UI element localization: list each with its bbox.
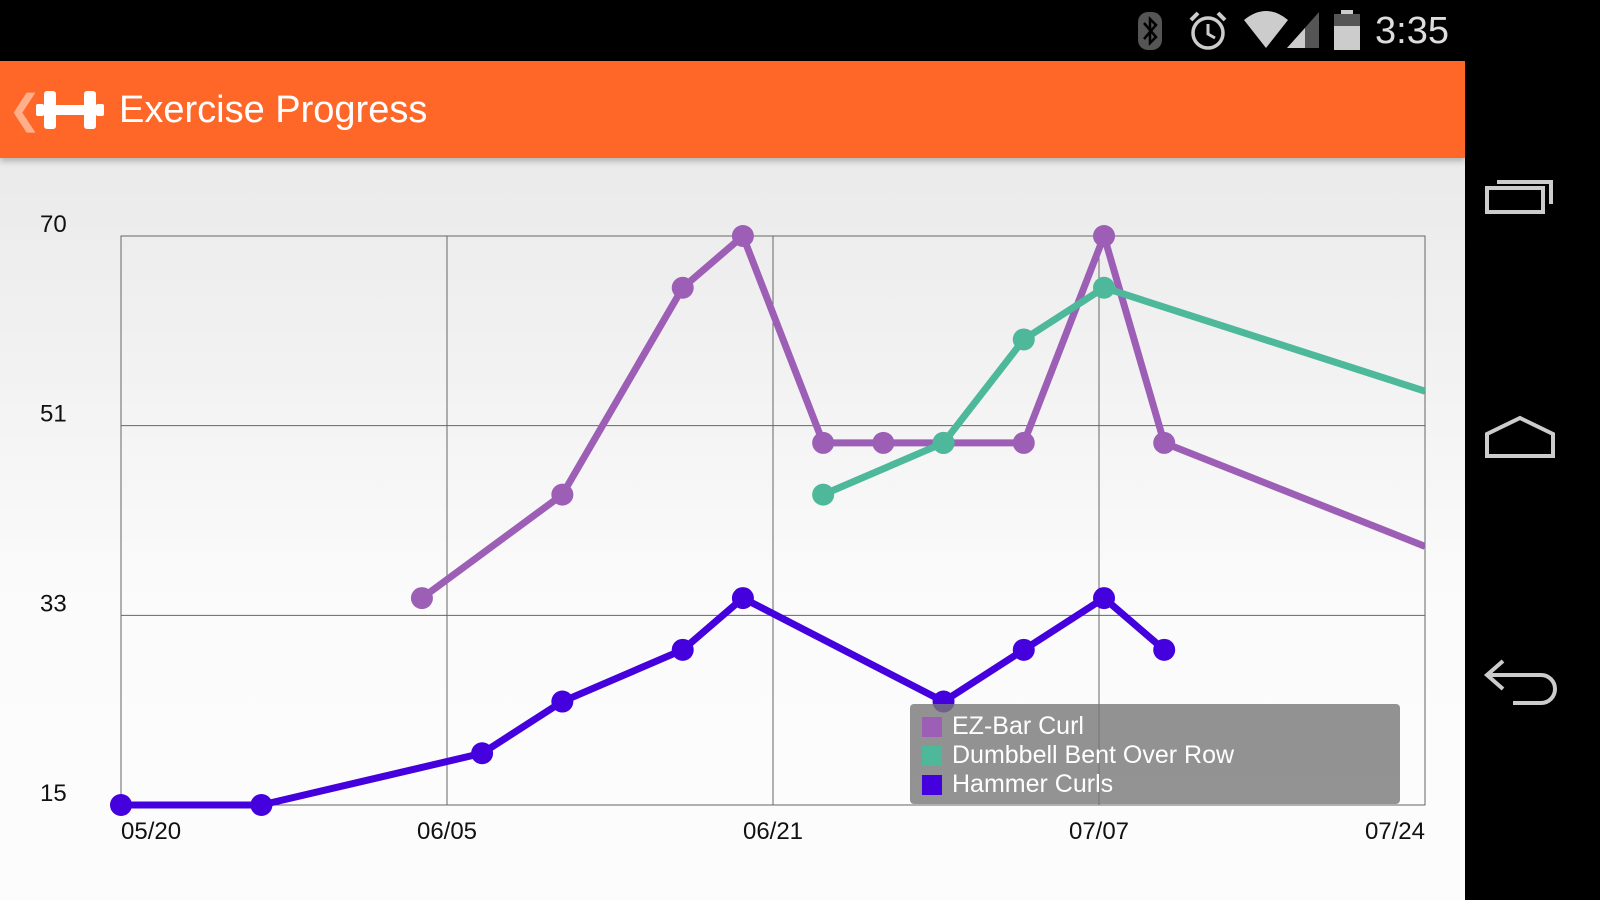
- series-ez-bar-curl: [410, 225, 1425, 610]
- data-point: [1012, 638, 1035, 661]
- battery-icon: [1334, 10, 1360, 50]
- series-line: [419, 232, 1425, 601]
- legend-item: EZ-Bar Curl: [922, 712, 1400, 741]
- app-bar: ❮ Exercise Progress: [0, 61, 1465, 158]
- data-point: [1153, 638, 1176, 661]
- data-point: [410, 587, 433, 610]
- recent-apps-icon[interactable]: [1483, 170, 1557, 220]
- data-point: [872, 431, 895, 454]
- legend-swatch: [922, 774, 942, 795]
- wifi-icon: [1244, 11, 1288, 48]
- data-point: [551, 483, 574, 506]
- data-point: [671, 276, 694, 299]
- x-tick-label: 06/05: [417, 818, 477, 845]
- signal-icon: [1287, 12, 1319, 48]
- data-point: [1093, 587, 1116, 610]
- series-line: [821, 284, 1425, 498]
- y-tick-label: 33: [40, 590, 67, 617]
- legend-item: Dumbbell Bent Over Row: [922, 741, 1400, 770]
- bluetooth-icon: [1138, 12, 1162, 50]
- x-tick-label: 05/20: [121, 818, 181, 845]
- data-point: [1153, 431, 1176, 454]
- chart-area: 05/20 06/05 06/21 07/07 07/24 15 33 51 70 EZ-Bar…: [0, 158, 1465, 900]
- data-point: [812, 483, 835, 506]
- data-point: [731, 587, 754, 610]
- data-point: [1093, 276, 1116, 299]
- data-point: [250, 794, 273, 816]
- status-bar: 3:35: [0, 0, 1465, 61]
- navigation-bar: [1465, 0, 1600, 900]
- data-point: [1012, 431, 1035, 454]
- legend-swatch: [922, 716, 942, 737]
- legend-label: EZ-Bar Curl: [952, 712, 1084, 740]
- series-line: [121, 594, 1167, 809]
- legend-label: Dumbbell Bent Over Row: [952, 741, 1235, 769]
- x-tick-label: 07/07: [1069, 818, 1129, 845]
- dumbbell-icon[interactable]: [36, 85, 104, 135]
- data-point: [551, 690, 574, 713]
- up-chevron-icon[interactable]: ❮: [8, 88, 42, 132]
- back-icon[interactable]: [1483, 655, 1563, 711]
- y-tick-label: 15: [40, 780, 67, 807]
- data-point: [932, 431, 955, 454]
- series-hammer-curls: [110, 587, 1176, 816]
- clock: 3:35: [1375, 10, 1449, 52]
- y-tick-label: 51: [40, 401, 67, 428]
- data-point: [812, 431, 835, 454]
- legend-swatch: [922, 745, 942, 766]
- chart-legend: EZ-Bar Curl Dumbbell Bent Over Row Hammer …: [910, 704, 1400, 804]
- x-tick-label: 06/21: [743, 818, 803, 845]
- data-point: [110, 794, 132, 816]
- series-dumbbell-bent-over-row: [812, 276, 1425, 506]
- legend-label: Hammer Curls: [952, 770, 1114, 798]
- y-tick-label: 70: [40, 211, 67, 238]
- progress-chart: 05/20 06/05 06/21 07/07 07/24 15 33 51 70: [40, 211, 1426, 845]
- data-point: [1012, 328, 1035, 351]
- x-tick-label: 07/24: [1365, 818, 1425, 845]
- data-point: [1093, 225, 1116, 247]
- data-point: [671, 638, 694, 661]
- page-title: Exercise Progress: [119, 89, 428, 131]
- data-point: [731, 225, 754, 247]
- legend-item: Hammer Curls: [922, 770, 1400, 799]
- alarm-icon: [1189, 11, 1227, 50]
- data-point: [471, 742, 494, 765]
- home-icon[interactable]: [1483, 410, 1557, 466]
